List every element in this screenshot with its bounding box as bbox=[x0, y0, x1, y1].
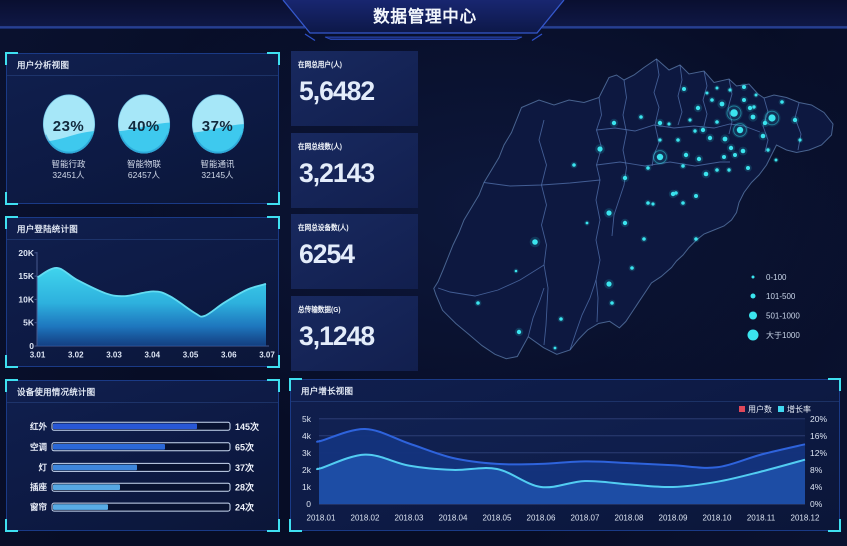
svg-text:2k: 2k bbox=[302, 465, 312, 475]
svg-text:数据管理中心: 数据管理中心 bbox=[373, 6, 477, 26]
svg-text:501-1000: 501-1000 bbox=[766, 311, 800, 320]
svg-text:37次: 37次 bbox=[235, 462, 254, 473]
svg-text:16%: 16% bbox=[810, 431, 827, 441]
svg-text:3.05: 3.05 bbox=[183, 351, 199, 360]
svg-text:8%: 8% bbox=[810, 465, 823, 475]
svg-text:窗帘: 窗帘 bbox=[30, 502, 48, 512]
svg-text:3.07: 3.07 bbox=[259, 351, 275, 360]
svg-text:3.04: 3.04 bbox=[144, 351, 160, 360]
svg-text:2018.10: 2018.10 bbox=[703, 514, 732, 523]
svg-text:20K: 20K bbox=[18, 248, 34, 258]
svg-text:1k: 1k bbox=[302, 482, 312, 492]
svg-text:3.02: 3.02 bbox=[68, 351, 84, 360]
svg-text:0%: 0% bbox=[810, 499, 823, 509]
svg-text:5K: 5K bbox=[23, 318, 35, 328]
svg-text:3.03: 3.03 bbox=[106, 351, 122, 360]
svg-text:用户数: 用户数 bbox=[748, 404, 772, 414]
svg-text:大于1000: 大于1000 bbox=[766, 330, 800, 340]
svg-text:4k: 4k bbox=[302, 431, 312, 441]
svg-text:2018.07: 2018.07 bbox=[571, 514, 600, 523]
svg-text:2018.06: 2018.06 bbox=[527, 514, 556, 523]
svg-text:24次: 24次 bbox=[235, 502, 254, 513]
svg-text:2018.03: 2018.03 bbox=[395, 514, 424, 523]
svg-text:3.06: 3.06 bbox=[221, 351, 237, 360]
svg-text:20%: 20% bbox=[810, 414, 827, 424]
svg-text:增长率: 增长率 bbox=[787, 404, 811, 414]
svg-text:2018.12: 2018.12 bbox=[791, 514, 820, 523]
svg-text:3.01: 3.01 bbox=[30, 351, 46, 360]
svg-text:2018.11: 2018.11 bbox=[747, 514, 776, 523]
svg-text:5k: 5k bbox=[302, 414, 312, 424]
svg-text:空调: 空调 bbox=[30, 442, 48, 452]
svg-text:28次: 28次 bbox=[235, 482, 254, 493]
svg-text:145次: 145次 bbox=[235, 421, 259, 432]
svg-text:10K: 10K bbox=[18, 294, 34, 304]
svg-text:2018.09: 2018.09 bbox=[659, 514, 688, 523]
svg-text:12%: 12% bbox=[810, 448, 827, 458]
svg-text:2018.01: 2018.01 bbox=[307, 514, 336, 523]
svg-text:红外: 红外 bbox=[30, 421, 48, 431]
svg-text:插座: 插座 bbox=[30, 482, 48, 492]
svg-text:2018.04: 2018.04 bbox=[439, 514, 468, 523]
svg-text:2018.05: 2018.05 bbox=[483, 514, 512, 523]
svg-text:0-100: 0-100 bbox=[766, 273, 787, 282]
svg-text:101-500: 101-500 bbox=[766, 292, 796, 301]
svg-text:4%: 4% bbox=[810, 482, 823, 492]
svg-text:2018.02: 2018.02 bbox=[351, 514, 380, 523]
svg-text:3k: 3k bbox=[302, 448, 312, 458]
svg-text:15K: 15K bbox=[18, 271, 34, 281]
svg-text:灯: 灯 bbox=[38, 462, 47, 472]
svg-text:0: 0 bbox=[29, 341, 34, 351]
svg-text:0: 0 bbox=[306, 499, 311, 509]
svg-text:65次: 65次 bbox=[235, 441, 254, 452]
svg-text:2018.08: 2018.08 bbox=[615, 514, 644, 523]
